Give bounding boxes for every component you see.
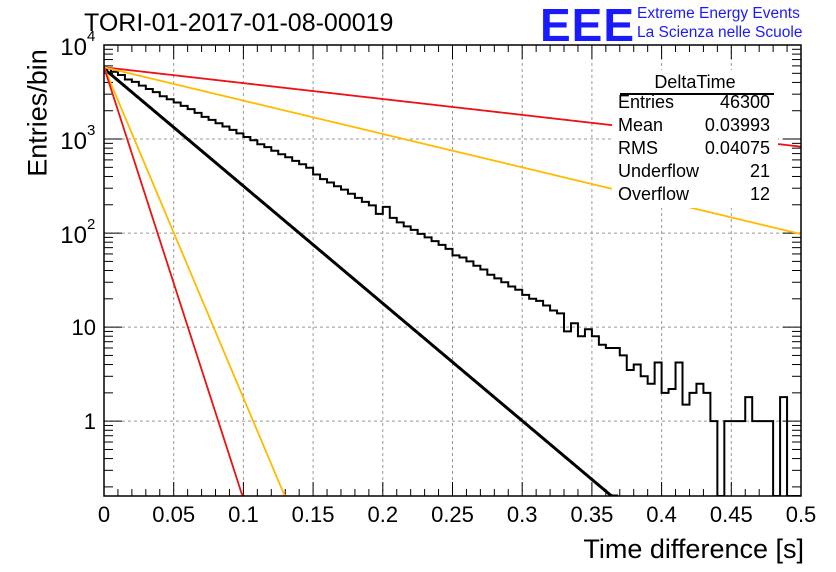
chart-title: TORI-01-2017-01-08-00019 bbox=[84, 9, 394, 37]
stats-row-entries: Entries 46300 bbox=[618, 92, 770, 114]
stats-divider bbox=[620, 93, 774, 95]
stats-value: 12 bbox=[749, 184, 770, 204]
histogram-series bbox=[104, 67, 801, 496]
stats-row-mean: Mean 0.03993 bbox=[618, 115, 770, 137]
x-tick-label: 0.45 bbox=[710, 502, 753, 527]
plot-frame bbox=[103, 44, 802, 497]
stats-title: DeltaTime bbox=[654, 72, 736, 92]
stats-key: Underflow bbox=[618, 161, 700, 181]
x-tick-label: 0.35 bbox=[570, 502, 613, 527]
y-tick-label: 1 bbox=[84, 409, 96, 434]
y-tick-label: 10 bbox=[60, 34, 87, 61]
stats-value: 21 bbox=[749, 161, 770, 181]
x-tick-label: 0.5 bbox=[786, 502, 817, 527]
x-tick-label: 0.4 bbox=[646, 502, 677, 527]
x-axis-label: Time difference [s] bbox=[583, 534, 804, 564]
stats-value: 46300 bbox=[719, 92, 770, 112]
x-tick-label: 0.15 bbox=[292, 502, 335, 527]
stats-key: Overflow bbox=[618, 184, 690, 204]
logo-subtitle-2: La Scienza nelle Scuole bbox=[637, 24, 803, 41]
stats-row-rms: RMS 0.04075 bbox=[618, 138, 770, 160]
y-tick-label: 10 bbox=[60, 222, 87, 249]
stats-value: 0.03993 bbox=[704, 115, 770, 135]
fit-curve-0 bbox=[104, 67, 619, 496]
stats-row-overflow: Overflow 12 bbox=[618, 184, 770, 206]
y-tick-label: 10 bbox=[72, 315, 96, 340]
y-tick-exponent: 4 bbox=[87, 28, 95, 45]
y-tick-exponent: 2 bbox=[87, 216, 95, 233]
fit-curve-3 bbox=[104, 66, 287, 496]
x-tick-label: 0.1 bbox=[228, 502, 259, 527]
x-tick-label: 0.05 bbox=[152, 502, 195, 527]
x-tick-label: 0 bbox=[98, 502, 110, 527]
stats-key: Mean bbox=[618, 115, 664, 135]
y-tick-label: 10 bbox=[60, 128, 87, 155]
x-tick-label: 0.2 bbox=[368, 502, 399, 527]
fit-curve-4 bbox=[104, 66, 246, 496]
stats-row-underflow: Underflow 21 bbox=[618, 161, 770, 183]
stats-key: RMS bbox=[618, 138, 658, 158]
x-tick-label: 0.3 bbox=[507, 502, 538, 527]
logo-subtitle-1: Extreme Energy Events bbox=[637, 5, 800, 22]
logo-text: EEE bbox=[540, 0, 636, 51]
stats-box: DeltaTime Entries 46300 Mean 0.03993 RMS… bbox=[612, 70, 778, 208]
y-axis-label: Entries/bin bbox=[22, 49, 53, 177]
y-tick-exponent: 3 bbox=[87, 122, 95, 139]
stats-value: 0.04075 bbox=[704, 138, 770, 158]
stats-key: Entries bbox=[618, 92, 675, 112]
x-tick-label: 0.25 bbox=[431, 502, 474, 527]
